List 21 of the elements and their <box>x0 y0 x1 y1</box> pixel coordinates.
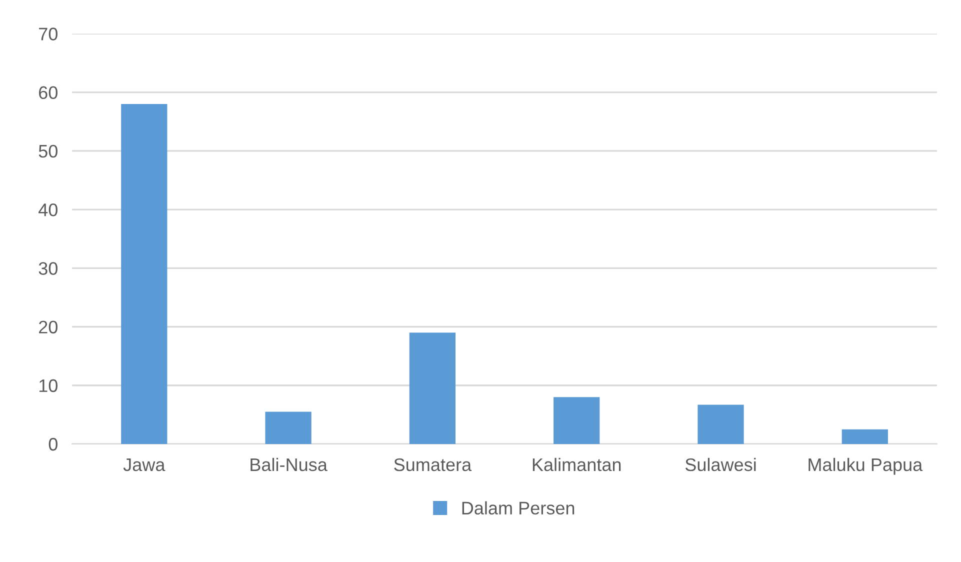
bar <box>121 104 168 444</box>
legend-label: Dalam Persen <box>462 501 574 515</box>
x-tick-label: Sulawesi <box>685 458 756 472</box>
x-tick-label: Bali-Nusa <box>250 458 328 472</box>
x-tick-label: Sumatera <box>394 458 472 472</box>
x-tick-label: Maluku Papua <box>808 458 923 475</box>
bar <box>265 412 312 444</box>
bar <box>409 332 456 444</box>
y-tick-label: 30 <box>38 262 58 275</box>
y-tick-label: 0 <box>48 438 58 451</box>
x-tick-label: Jawa <box>123 458 166 472</box>
y-tick-label: 70 <box>39 28 58 40</box>
bar <box>842 429 888 444</box>
y-tick-label: 60 <box>39 86 58 100</box>
x-tick-label: Kalimantan <box>532 458 621 472</box>
y-tick-label: 50 <box>38 144 58 158</box>
y-tick-label: 40 <box>38 203 58 216</box>
bar <box>554 397 600 444</box>
y-tick-label: 20 <box>39 320 58 334</box>
y-tick-label: 10 <box>39 379 58 392</box>
bar <box>698 404 744 444</box>
